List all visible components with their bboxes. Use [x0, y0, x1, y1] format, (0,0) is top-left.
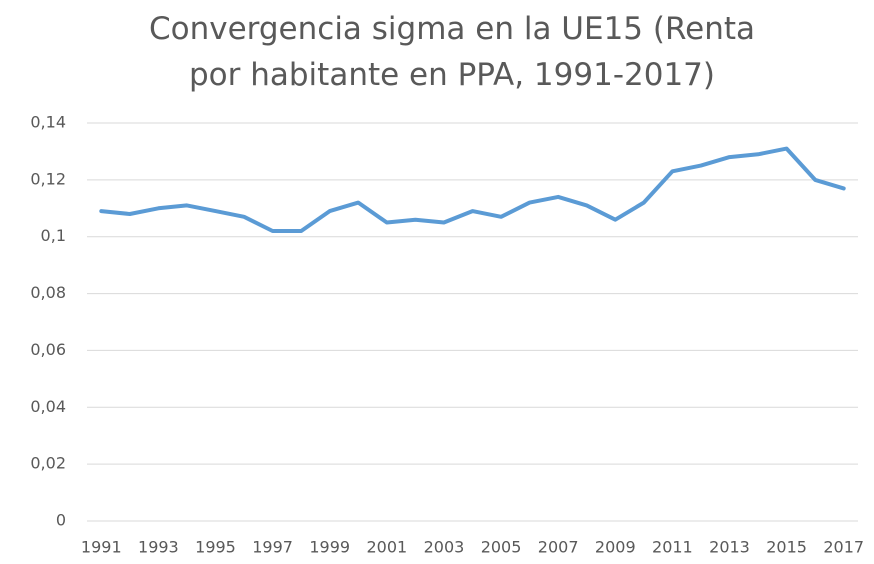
x-tick-label: 2009 — [595, 538, 636, 557]
y-tick-label: 0,12 — [30, 169, 66, 188]
x-tick-label: 1997 — [252, 538, 293, 557]
y-tick-label: 0,14 — [30, 113, 66, 132]
data-line — [99, 146, 846, 233]
x-tick-label: 2001 — [366, 538, 407, 557]
y-tick-label: 0,1 — [41, 226, 66, 245]
x-tick-label: 1995 — [195, 538, 236, 557]
x-tick-label: 2015 — [766, 538, 807, 557]
y-tick-label: 0,06 — [30, 340, 66, 359]
x-tick-label: 1993 — [138, 538, 179, 557]
y-tick-label: 0,08 — [30, 283, 66, 302]
x-tick-label: 2005 — [481, 538, 522, 557]
x-tick-label: 1991 — [81, 538, 122, 557]
x-tick-label: 1999 — [309, 538, 350, 557]
x-tick-label: 2017 — [823, 538, 864, 557]
y-tick-label: 0,02 — [30, 454, 66, 473]
x-tick-label: 2007 — [538, 538, 579, 557]
x-tick-label: 2011 — [652, 538, 693, 557]
y-tick-label: 0,04 — [30, 397, 66, 416]
y-tick-label: 0 — [56, 511, 66, 530]
x-tick-label: 2003 — [424, 538, 465, 557]
chart-title: Convergencia sigma en la UE15 (Renta por… — [149, 11, 755, 93]
x-tick-label: 2013 — [709, 538, 750, 557]
